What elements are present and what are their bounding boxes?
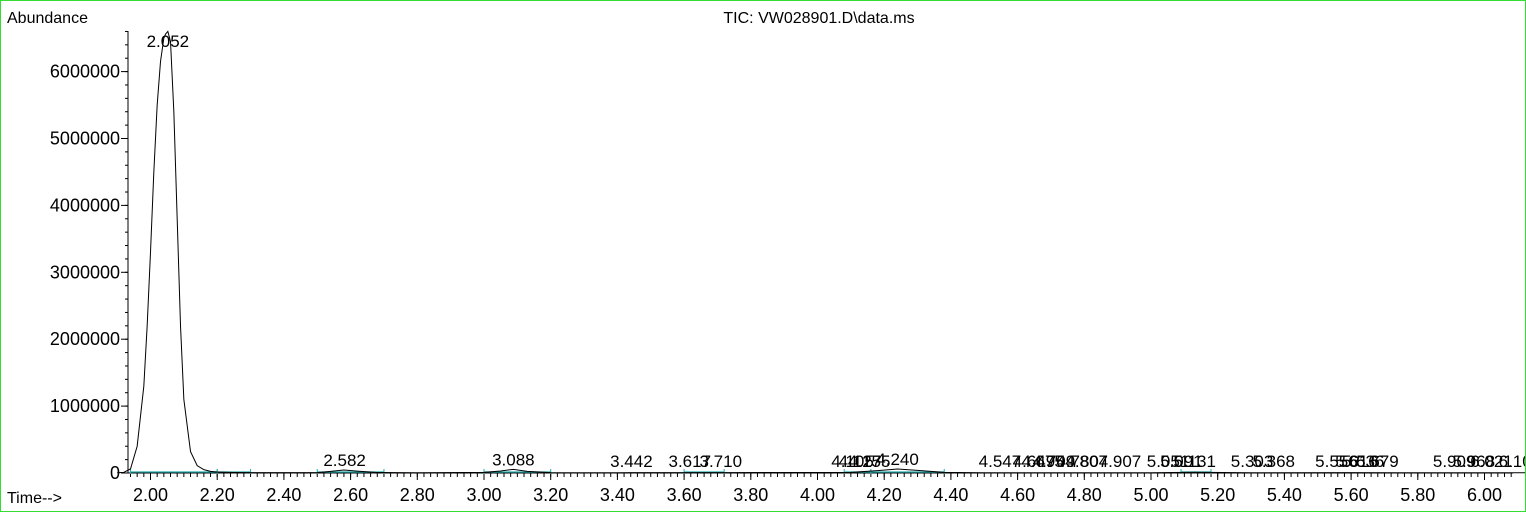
minor-ticks [125, 30, 1512, 477]
y-tick-label: 6000000 [50, 62, 120, 82]
peak-label: 2.052 [147, 32, 190, 51]
x-tick-label: 3.40 [600, 485, 635, 505]
x-tick-label: 5.60 [1334, 485, 1369, 505]
x-tick-label: 3.00 [466, 485, 501, 505]
x-tick-label: 4.40 [933, 485, 968, 505]
x-tick-label: 5.40 [1267, 485, 1302, 505]
y-tick-label: 1000000 [50, 396, 120, 416]
peak-label: 4.105 [831, 452, 874, 471]
tic-trace-line [117, 30, 1525, 474]
x-tick-label: 2.40 [266, 485, 301, 505]
peak-label: 5.616 [1335, 452, 1378, 471]
x-tick-label: 3.60 [667, 485, 702, 505]
peak-label: 5.131 [1173, 452, 1216, 471]
peak-label: 4.240 [876, 450, 919, 469]
y-tick-label: 3000000 [50, 262, 120, 282]
x-tick-label: 5.00 [1133, 485, 1168, 505]
peak-label: 5.368 [1252, 452, 1295, 471]
y-tick-label: 2000000 [50, 329, 120, 349]
y-tick-label: 4000000 [50, 195, 120, 215]
x-tick-label: 4.80 [1067, 485, 1102, 505]
series [117, 30, 1525, 474]
peak-label: 4.127 [839, 452, 882, 471]
peak-label: 3.442 [610, 452, 653, 471]
peak-label: 5.968 [1453, 452, 1496, 471]
x-tick-label: 4.20 [867, 485, 902, 505]
x-tick-label: 2.20 [200, 485, 235, 505]
peak-label: 6.021 [1470, 452, 1513, 471]
peak-label: 3.088 [492, 450, 535, 469]
peak-label: 4.649 [1013, 452, 1056, 471]
peak-label: 4.807 [1065, 452, 1108, 471]
peak-label: 5.051 [1147, 452, 1190, 471]
y-tick-label: 0 [110, 463, 120, 483]
peak-label: 5.303 [1231, 452, 1274, 471]
peak-label: 4.547 [979, 452, 1022, 471]
peak-label: 5.556 [1315, 452, 1358, 471]
x-tick-label: 5.20 [1200, 485, 1235, 505]
peak-label: 2.582 [323, 451, 366, 470]
chart-title: TIC: VW028901.D\data.ms [723, 10, 914, 27]
y-axis-label: Abundance [7, 10, 88, 27]
x-tick-label: 4.60 [1000, 485, 1035, 505]
peak-label: 5.091 [1160, 452, 1203, 471]
peak-label: 5.909 [1433, 452, 1476, 471]
x-tick-label: 3.80 [733, 485, 768, 505]
x-ticks: 2.00 2.20 2.40 2.60 2.80 3.00 3.20 3.40 3.60 3.80… [133, 473, 1502, 505]
x-tick-label: 3.20 [533, 485, 568, 505]
x-axis-label: Time--> [7, 490, 62, 507]
peak-label: 5.636 [1342, 452, 1385, 471]
peak-label: 5.679 [1356, 452, 1399, 471]
peak-label: 4.155 [848, 452, 891, 471]
x-tick-label: 5.80 [1400, 485, 1435, 505]
peak-label: 6.106 [1499, 452, 1525, 471]
y-tick-label: 5000000 [50, 129, 120, 149]
peak-label: 4.675 [1021, 452, 1064, 471]
x-tick-label: 6.00 [1467, 485, 1502, 505]
x-tick-label: 2.00 [133, 485, 168, 505]
peak-label: 4.907 [1099, 452, 1142, 471]
peak-label: 4.709 [1033, 452, 1076, 471]
axes [127, 31, 1513, 474]
x-tick-label: 2.80 [400, 485, 435, 505]
x-tick-label: 2.60 [333, 485, 368, 505]
y-ticks: 0 1000000 2000000 3000000 4000000 5000000 6000… [50, 62, 128, 483]
peak-label: 3.617 [668, 452, 711, 471]
peak-label: 3.710 [700, 452, 743, 471]
x-tick-label: 4.00 [800, 485, 835, 505]
peak-label: 4.780 [1056, 452, 1099, 471]
